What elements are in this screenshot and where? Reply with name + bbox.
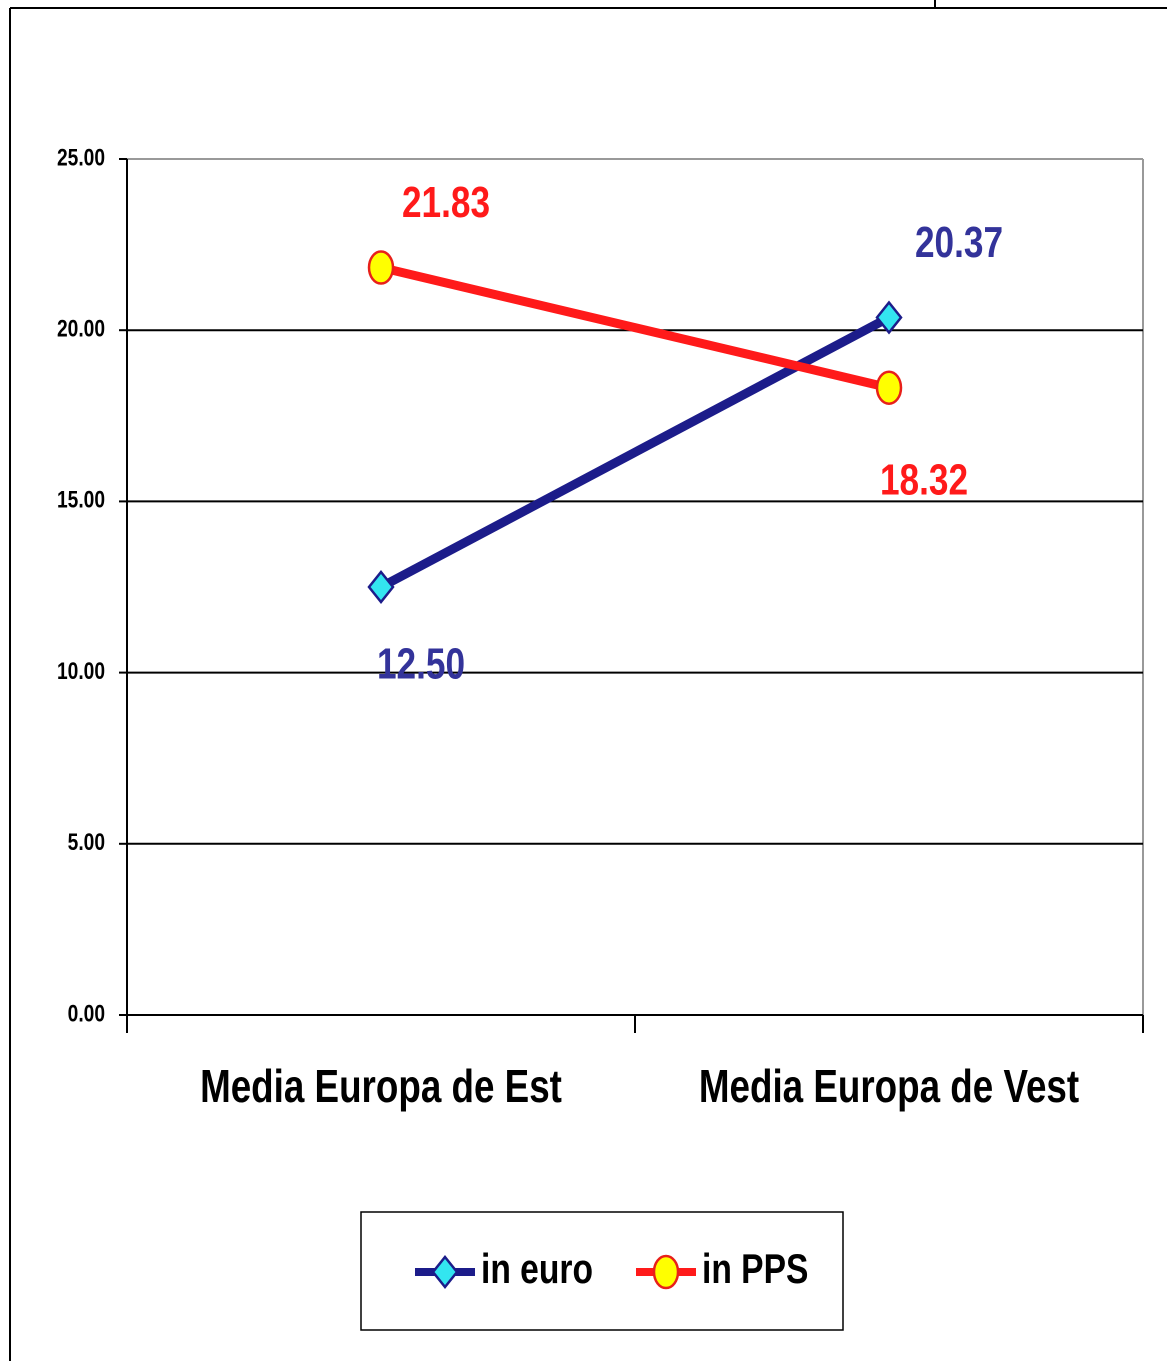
data-label: 12.50 — [377, 640, 465, 689]
x-tick-label: Media Europa de Vest — [699, 1060, 1079, 1112]
y-tick-label: 20.00 — [57, 314, 105, 342]
data-point — [367, 250, 395, 285]
series-line — [378, 313, 892, 591]
data-point — [875, 300, 903, 335]
y-tick-label: 5.00 — [68, 828, 105, 856]
data-point — [875, 370, 903, 405]
data-point — [367, 569, 395, 605]
series-line — [379, 263, 891, 393]
data-label: 18.32 — [880, 456, 968, 505]
y-tick-label: 25.00 — [57, 143, 105, 171]
data-label: 20.37 — [915, 219, 1003, 268]
legend-label: in PPS — [702, 1247, 808, 1293]
legend-label: in euro — [481, 1247, 593, 1293]
y-tick-label: 10.00 — [57, 657, 105, 685]
x-tick-label: Media Europa de Est — [200, 1060, 562, 1112]
legend-marker — [431, 1254, 459, 1290]
y-tick-label: 0.00 — [68, 999, 105, 1027]
y-tick-label: 15.00 — [57, 486, 105, 514]
data-label: 21.83 — [402, 179, 490, 228]
legend-marker — [652, 1254, 680, 1290]
